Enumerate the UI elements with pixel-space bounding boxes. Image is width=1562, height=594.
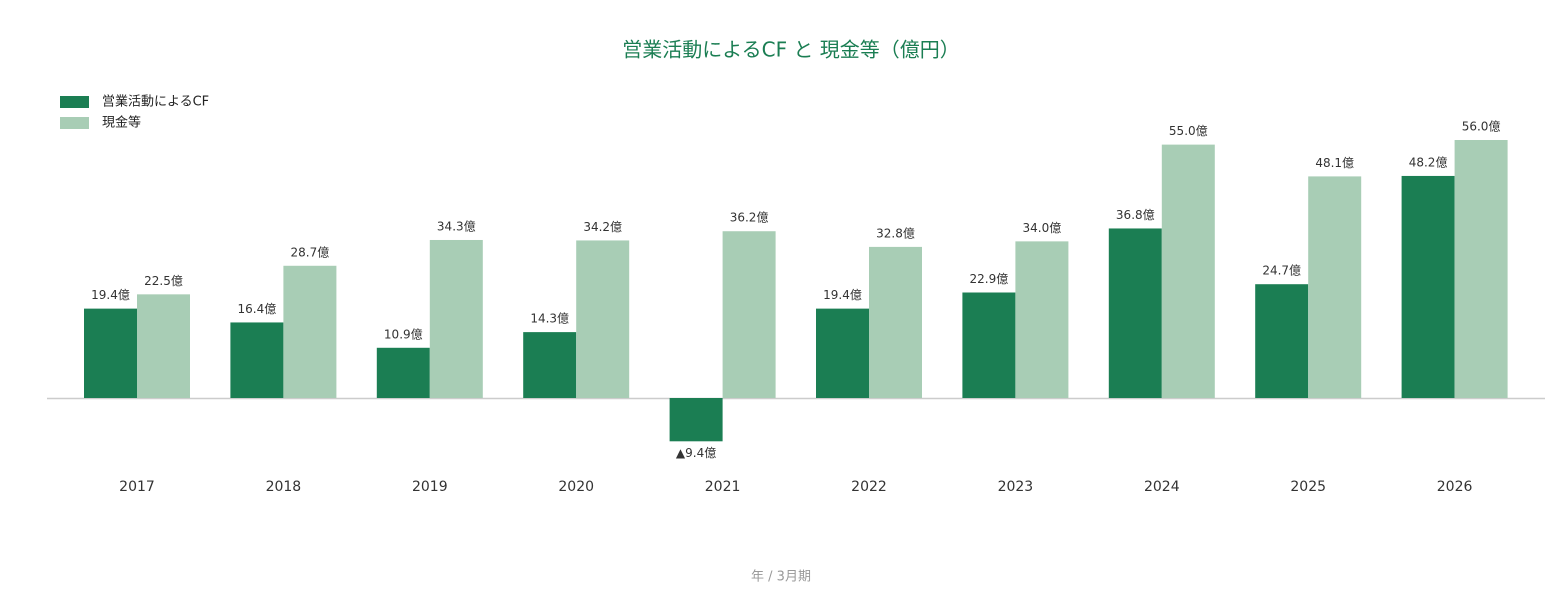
x-tick-label: 2024 <box>1144 479 1180 495</box>
value-label: 16.4億 <box>238 302 277 316</box>
bar <box>962 292 1016 398</box>
bar <box>722 231 776 398</box>
legend-swatch <box>60 96 89 108</box>
value-label: 28.7億 <box>291 245 330 259</box>
chart-title: 営業活動によるCF と 現金等（億円） <box>622 38 960 62</box>
value-label: 10.9億 <box>384 327 423 341</box>
bar <box>1108 228 1162 398</box>
x-tick-label: 2025 <box>1290 479 1326 495</box>
value-label: 14.3億 <box>530 312 569 326</box>
bar <box>869 246 922 398</box>
bar <box>137 294 190 398</box>
x-tick-label: 2019 <box>412 479 448 495</box>
x-tick-label: 2023 <box>998 479 1034 495</box>
bar <box>1015 241 1069 398</box>
legend-label: 営業活動によるCF <box>102 94 209 110</box>
bar <box>84 308 137 398</box>
x-tick-label: 2026 <box>1437 479 1473 495</box>
bar <box>376 347 430 398</box>
x-axis-label: 年 / 3月期 <box>751 570 811 585</box>
bar <box>1308 176 1362 398</box>
bar <box>523 332 577 398</box>
value-label: 48.1億 <box>1315 156 1354 170</box>
value-label: 19.4億 <box>91 288 130 302</box>
x-tick-label: 2017 <box>119 479 155 495</box>
bar <box>1454 140 1508 398</box>
value-label: ▲9.4億 <box>676 446 716 460</box>
value-label: 32.8億 <box>876 226 915 240</box>
bar <box>816 308 869 398</box>
value-label: 22.5億 <box>144 274 183 288</box>
value-label: 34.0億 <box>1023 221 1062 235</box>
bar <box>1255 284 1309 398</box>
bar <box>283 265 337 398</box>
bar <box>576 240 630 398</box>
x-tick-label: 2022 <box>851 479 887 495</box>
x-tick-label: 2020 <box>558 479 594 495</box>
value-label: 24.7億 <box>1262 264 1301 278</box>
bar <box>1161 144 1215 398</box>
bar <box>429 239 483 398</box>
value-label: 34.3億 <box>437 219 476 233</box>
value-label: 22.9億 <box>970 272 1009 286</box>
legend-swatch <box>60 117 89 129</box>
bar <box>1401 175 1455 398</box>
value-label: 48.2億 <box>1409 155 1448 169</box>
value-label: 56.0億 <box>1462 120 1501 134</box>
legend-label: 現金等 <box>102 115 141 131</box>
value-label: 19.4億 <box>823 288 862 302</box>
x-tick-label: 2021 <box>705 479 741 495</box>
value-label: 34.2億 <box>583 220 622 234</box>
value-label: 36.2億 <box>730 211 769 225</box>
value-label: 36.8億 <box>1116 208 1155 222</box>
x-tick-label: 2018 <box>266 479 302 495</box>
bar <box>230 322 284 398</box>
bar <box>669 398 723 442</box>
value-label: 55.0億 <box>1169 124 1208 138</box>
